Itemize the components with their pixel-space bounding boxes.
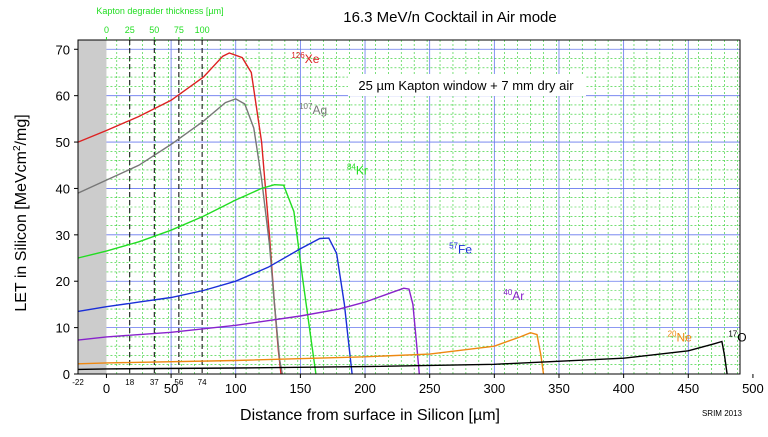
top-axis-title: Kapton degrader thickness [µm] [96,6,223,16]
series-label-ar: 40Ar [503,288,524,303]
y-axis-label-sup: 2 [12,145,23,151]
series-label-element: O [737,331,746,345]
series-line-fe [77,237,353,375]
series-label-mass: 84 [347,163,356,172]
series-line-ag [77,98,283,375]
series-label-element: Ag [312,103,327,117]
series-label-mass: 20 [668,330,677,339]
top-axis-tick-label: 25 [125,25,135,35]
top-axis-tick-label: 100 [195,25,210,35]
y-tick-label: 60 [56,89,70,104]
x-tick-label: 0 [103,381,110,396]
series-label-xe: 126Xe [291,51,319,66]
series-label-fe: 57Fe [449,241,472,256]
chart-subtitle: 25 µm Kapton window + 7 mm dry air [358,78,574,93]
y-tick-label: 20 [56,274,70,289]
degrader-depth-label: 56 [174,378,183,387]
series-line-ar [77,287,420,375]
series-label-mass: 17 [728,330,737,339]
grid-layer [78,40,740,374]
chart-title: 16.3 MeV/n Cocktail in Air mode [343,9,556,26]
x-tick-label: 50 [164,381,178,396]
x-tick-label: 500 [742,381,764,396]
series-label-mass: 126 [291,51,305,60]
subtitle-box [348,74,586,96]
x-axis-label: Distance from surface in Silicon [µm] [240,407,500,424]
series-label-ag: 107Ag [299,102,327,117]
top-axis-tick-label: 75 [174,25,184,35]
series-label-element: Ar [512,289,524,303]
series-line-o [77,340,728,375]
x-tick-label: 200 [354,381,376,396]
top-axis-tick-label: 0 [104,25,109,35]
series-label-mass: 40 [503,288,512,297]
y-tick-label: 30 [56,228,70,243]
y-axis-label-tail: /mg] [13,114,30,145]
x-tick-label: 100 [225,381,247,396]
series-label-o: 17O [728,330,746,345]
series-label-element: Ne [677,331,693,345]
series-label-element: Kr [356,164,368,178]
y-tick-label: 70 [56,42,70,57]
x-tick-label: 400 [613,381,635,396]
series-label-mass: 57 [449,241,458,250]
top-axis-tick-label: 50 [149,25,159,35]
y-axis-label-main: LET in Silicon [MeVcm [13,151,30,312]
x-tick-label: 300 [483,381,505,396]
series-line-ne [77,331,545,375]
degrader-depth-label: -22 [72,378,84,387]
degrader-depth-label: 74 [198,378,207,387]
series-layer: 126Xe 107Ag 84Kr 57Fe 40Ar 20Ne 17O [77,51,747,375]
x-tick-label: 450 [677,381,699,396]
x-tick-label: 150 [290,381,312,396]
series-label-kr: 84Kr [347,163,368,178]
srim-credit: SRIM 2013 [702,409,743,418]
x-tick-label: 350 [548,381,570,396]
kapton-shaded-region [78,40,107,374]
series-line-kr [77,183,317,375]
y-axis-label: LET in Silicon [MeVcm2/mg] [12,114,30,311]
y-tick-label: 10 [56,321,70,336]
degrader-depth-label: 18 [125,378,134,387]
degrader-depth-label: 37 [150,378,159,387]
plot-border [77,39,741,375]
x-tick-label: 250 [419,381,441,396]
series-label-element: Xe [305,52,320,66]
series-label-mass: 107 [299,102,313,111]
series-label-element: Fe [458,242,472,256]
y-tick-label: 0 [63,367,70,382]
series-label-ne: 20Ne [668,330,693,345]
y-tick-label: 40 [56,181,70,196]
y-tick-label: 50 [56,135,70,150]
